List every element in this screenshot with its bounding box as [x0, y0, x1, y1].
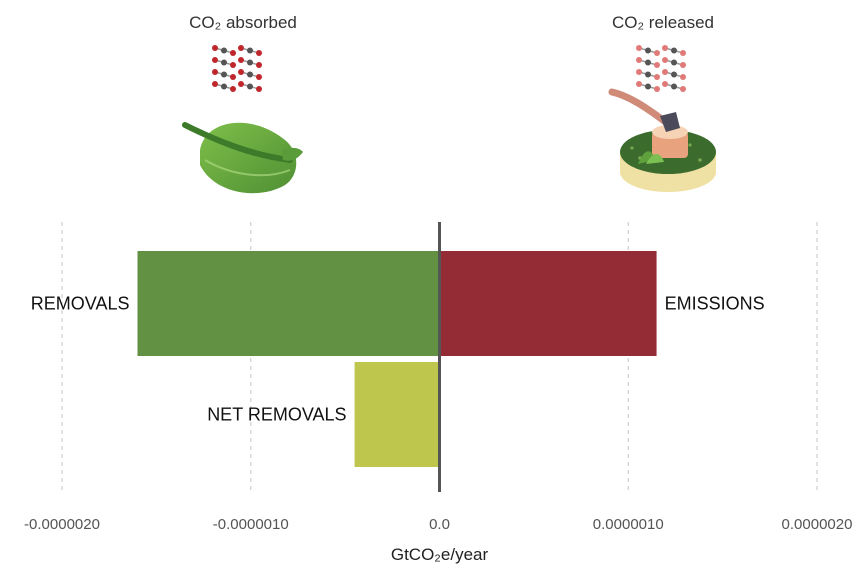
co2-absorbed-caption: CO₂ absorbed — [189, 13, 297, 32]
category-labels: REMOVALS EMISSIONS NET REMOVALS — [31, 294, 765, 425]
x-tick-labels: -0.0000020 -0.0000010 0.0 0.0000010 0.000002… — [24, 516, 852, 533]
bars — [137, 251, 657, 467]
bar-label-net-removals: NET REMOVALS — [207, 405, 346, 425]
bar-removals — [137, 251, 440, 356]
bar-net-removals — [354, 362, 440, 467]
x-tick-label: 0.0000010 — [593, 516, 664, 533]
x-axis-title: GtCO₂e/year — [391, 545, 489, 564]
co2-released-caption: CO₂ released — [611, 13, 715, 32]
x-tick-label: 0.0 — [429, 516, 450, 533]
x-tick-label: 0.0000020 — [782, 516, 853, 533]
bar-label-emissions: EMISSIONS — [665, 294, 765, 314]
x-tick-label: -0.0000010 — [213, 516, 289, 533]
leaf-icon — [182, 122, 303, 194]
co2-molecule-icon — [212, 45, 262, 92]
co2-molecule-icon — [636, 45, 686, 92]
bar-label-removals: REMOVALS — [31, 294, 130, 314]
vertical-gridlines — [61, 222, 818, 492]
tree-stump-axe-icon — [608, 88, 716, 192]
x-tick-label: -0.0000020 — [24, 516, 100, 533]
bar-emissions — [439, 251, 657, 356]
